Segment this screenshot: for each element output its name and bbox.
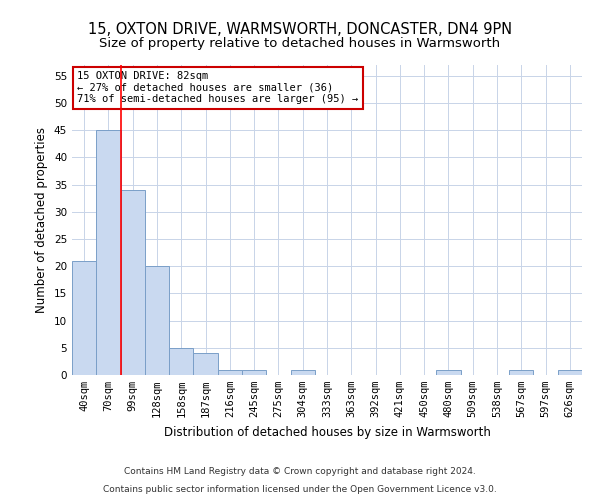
Text: Contains HM Land Registry data © Crown copyright and database right 2024.: Contains HM Land Registry data © Crown c… xyxy=(124,467,476,476)
X-axis label: Distribution of detached houses by size in Warmsworth: Distribution of detached houses by size … xyxy=(164,426,490,438)
Text: Size of property relative to detached houses in Warmsworth: Size of property relative to detached ho… xyxy=(100,38,500,51)
Bar xyxy=(193,353,218,375)
Bar xyxy=(558,370,582,375)
Bar xyxy=(218,370,242,375)
Bar xyxy=(242,370,266,375)
Bar xyxy=(121,190,145,375)
Bar xyxy=(436,370,461,375)
Y-axis label: Number of detached properties: Number of detached properties xyxy=(35,127,49,313)
Bar xyxy=(290,370,315,375)
Bar xyxy=(509,370,533,375)
Bar xyxy=(96,130,121,375)
Text: Contains public sector information licensed under the Open Government Licence v3: Contains public sector information licen… xyxy=(103,485,497,494)
Bar xyxy=(169,348,193,375)
Text: 15 OXTON DRIVE: 82sqm
← 27% of detached houses are smaller (36)
71% of semi-deta: 15 OXTON DRIVE: 82sqm ← 27% of detached … xyxy=(77,71,358,104)
Text: 15, OXTON DRIVE, WARMSWORTH, DONCASTER, DN4 9PN: 15, OXTON DRIVE, WARMSWORTH, DONCASTER, … xyxy=(88,22,512,38)
Bar xyxy=(145,266,169,375)
Bar xyxy=(72,261,96,375)
